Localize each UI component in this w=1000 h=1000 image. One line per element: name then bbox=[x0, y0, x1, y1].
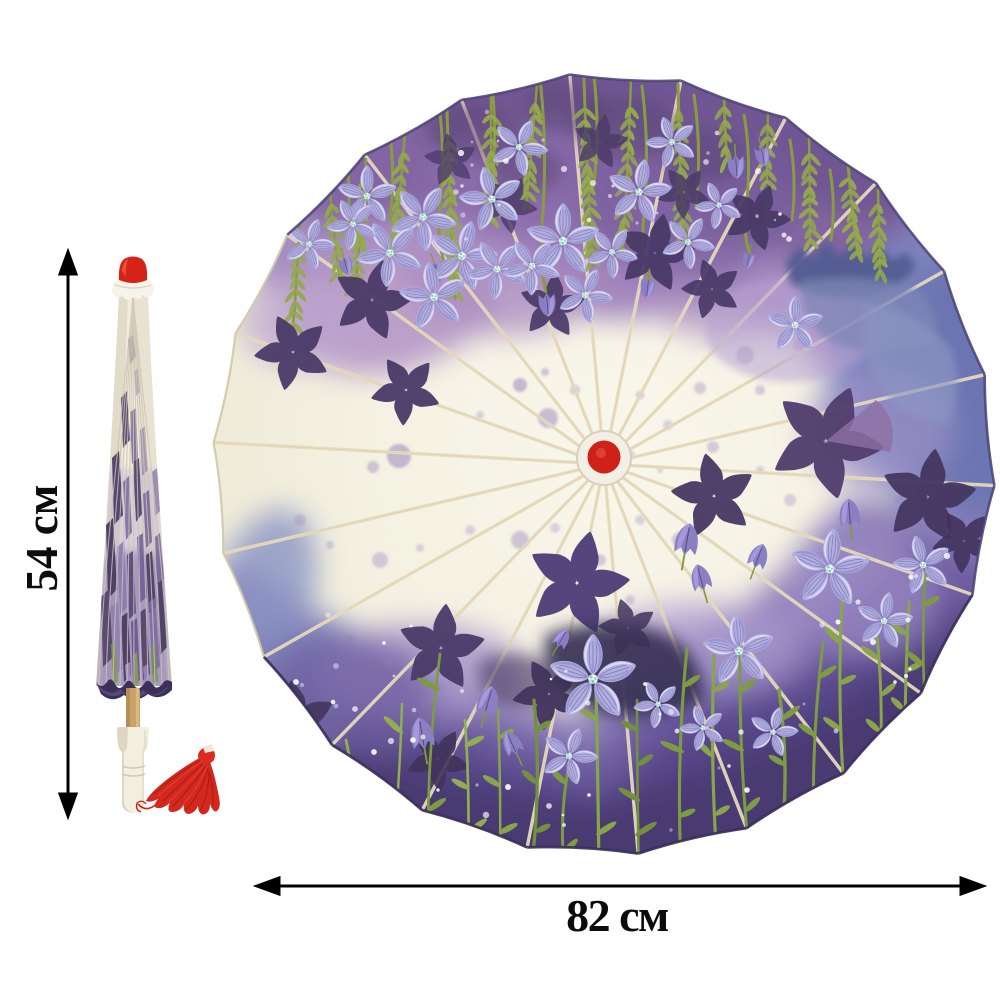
svg-text:82 см: 82 см bbox=[566, 890, 668, 941]
svg-text:54 см: 54 см bbox=[17, 485, 67, 592]
